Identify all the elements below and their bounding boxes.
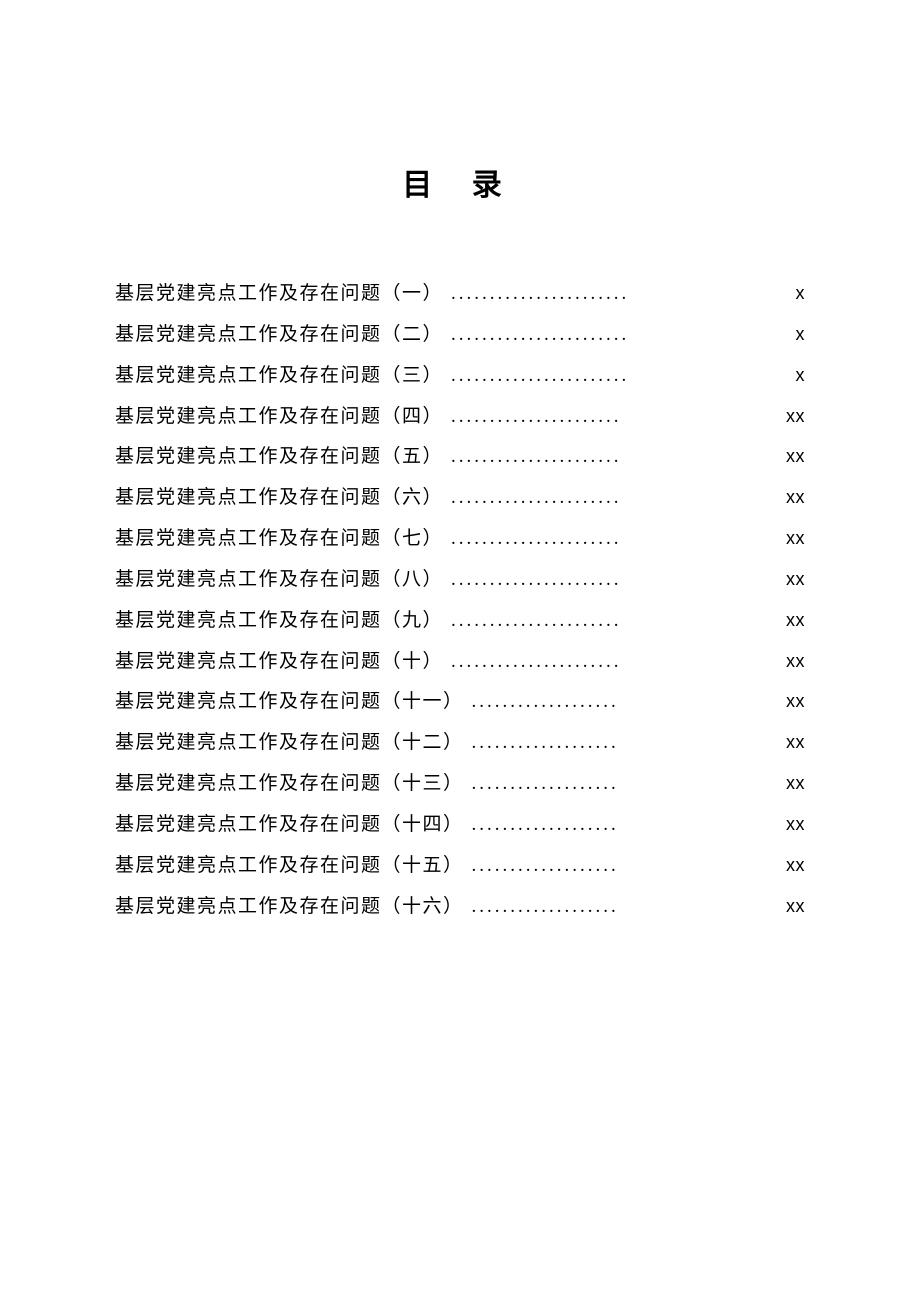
toc-label: 基层党建亮点工作及存在问题（九）: [115, 601, 443, 642]
toc-label: 基层党建亮点工作及存在问题（十六）: [115, 887, 464, 928]
toc-leader-dots: ...................: [472, 887, 784, 928]
toc-page-number: xx: [786, 764, 805, 803]
toc-entry: 基层党建亮点工作及存在问题（七） ...................... …: [115, 519, 805, 560]
toc-page-number: xx: [786, 805, 805, 844]
toc-leader-dots: ...................: [472, 805, 784, 846]
toc-entry: 基层党建亮点工作及存在问题（十五） ................... xx: [115, 846, 805, 887]
toc-label: 基层党建亮点工作及存在问题（三）: [115, 356, 443, 397]
toc-label: 基层党建亮点工作及存在问题（十三）: [115, 764, 464, 805]
page-container: 目 录 基层党建亮点工作及存在问题（一） ...................…: [0, 0, 920, 928]
toc-label: 基层党建亮点工作及存在问题（六）: [115, 478, 443, 519]
toc-entry: 基层党建亮点工作及存在问题（十六） ................... xx: [115, 887, 805, 928]
toc-label: 基层党建亮点工作及存在问题（一）: [115, 274, 443, 315]
toc-leader-dots: .......................: [451, 274, 793, 315]
toc-title: 目 录: [115, 160, 805, 204]
toc-label: 基层党建亮点工作及存在问题（七）: [115, 519, 443, 560]
toc-leader-dots: ......................: [451, 478, 784, 519]
toc-entry: 基层党建亮点工作及存在问题（十） ...................... …: [115, 642, 805, 683]
toc-page-number: xx: [786, 601, 805, 640]
toc-entry: 基层党建亮点工作及存在问题（三） .......................…: [115, 356, 805, 397]
toc-list: 基层党建亮点工作及存在问题（一） .......................…: [115, 274, 805, 928]
toc-label: 基层党建亮点工作及存在问题（八）: [115, 560, 443, 601]
toc-page-number: xx: [786, 560, 805, 599]
toc-entry: 基层党建亮点工作及存在问题（十三） ................... xx: [115, 764, 805, 805]
toc-page-number: xx: [786, 437, 805, 476]
toc-page-number: xx: [786, 887, 805, 926]
toc-page-number: x: [796, 315, 806, 354]
toc-label: 基层党建亮点工作及存在问题（十一）: [115, 682, 464, 723]
toc-entry: 基层党建亮点工作及存在问题（六） ...................... …: [115, 478, 805, 519]
toc-label: 基层党建亮点工作及存在问题（二）: [115, 315, 443, 356]
toc-page-number: xx: [786, 519, 805, 558]
toc-page-number: xx: [786, 642, 805, 681]
toc-page-number: xx: [786, 397, 805, 436]
toc-page-number: xx: [786, 682, 805, 721]
toc-leader-dots: ...................: [472, 682, 784, 723]
toc-entry: 基层党建亮点工作及存在问题（九） ...................... …: [115, 601, 805, 642]
toc-entry: 基层党建亮点工作及存在问题（一） .......................…: [115, 274, 805, 315]
toc-label: 基层党建亮点工作及存在问题（十二）: [115, 723, 464, 764]
toc-leader-dots: ......................: [451, 601, 784, 642]
toc-label: 基层党建亮点工作及存在问题（十五）: [115, 846, 464, 887]
toc-page-number: xx: [786, 723, 805, 762]
toc-entry: 基层党建亮点工作及存在问题（十四） ................... xx: [115, 805, 805, 846]
toc-page-number: x: [796, 274, 806, 313]
toc-leader-dots: ......................: [451, 397, 784, 438]
toc-page-number: x: [796, 356, 806, 395]
toc-leader-dots: ...................: [472, 846, 784, 887]
toc-leader-dots: ......................: [451, 519, 784, 560]
toc-page-number: xx: [786, 478, 805, 517]
toc-entry: 基层党建亮点工作及存在问题（五） ...................... …: [115, 437, 805, 478]
toc-leader-dots: ...................: [472, 764, 784, 805]
toc-leader-dots: .......................: [451, 315, 793, 356]
toc-entry: 基层党建亮点工作及存在问题（二） .......................…: [115, 315, 805, 356]
toc-label: 基层党建亮点工作及存在问题（十四）: [115, 805, 464, 846]
toc-leader-dots: ......................: [451, 642, 784, 683]
toc-leader-dots: ...................: [472, 723, 784, 764]
toc-leader-dots: .......................: [451, 356, 793, 397]
toc-page-number: xx: [786, 846, 805, 885]
toc-leader-dots: ......................: [451, 437, 784, 478]
toc-entry: 基层党建亮点工作及存在问题（八） ...................... …: [115, 560, 805, 601]
toc-leader-dots: ......................: [451, 560, 784, 601]
toc-entry: 基层党建亮点工作及存在问题（四） ...................... …: [115, 397, 805, 438]
toc-label: 基层党建亮点工作及存在问题（五）: [115, 437, 443, 478]
toc-entry: 基层党建亮点工作及存在问题（十一） ................... xx: [115, 682, 805, 723]
toc-label: 基层党建亮点工作及存在问题（十）: [115, 642, 443, 683]
toc-label: 基层党建亮点工作及存在问题（四）: [115, 397, 443, 438]
toc-entry: 基层党建亮点工作及存在问题（十二） ................... xx: [115, 723, 805, 764]
